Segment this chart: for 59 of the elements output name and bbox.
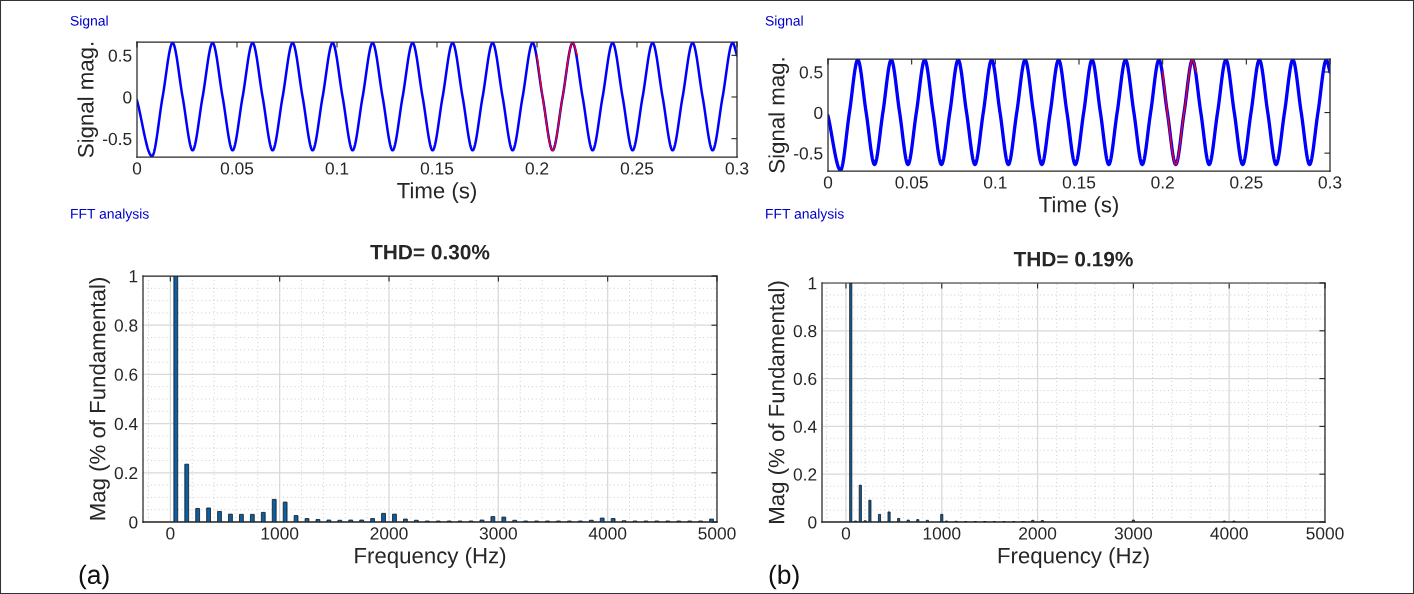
- x-tick-label: 0: [841, 527, 851, 540]
- x-tick-label: 2000: [370, 527, 408, 540]
- y-tick-label: 0: [123, 91, 132, 104]
- y-tick-label: 0.2: [114, 466, 138, 480]
- x-tick-label: 0.05: [895, 176, 928, 189]
- chart-title: Signal: [765, 15, 803, 29]
- x-tick-label: 0.2: [525, 162, 549, 175]
- x-tick-label: 0.15: [420, 162, 454, 175]
- x-tick-label: 0.1: [983, 176, 1007, 189]
- y-tick-label: 1: [129, 270, 138, 283]
- y-tick-label: 0.8: [114, 319, 138, 332]
- x-axis-title: Time (s): [1039, 196, 1118, 217]
- x-tick-label: 5000: [698, 527, 736, 540]
- x-tick-label: 0.1: [325, 162, 349, 175]
- x-axis-title: Frequency (Hz): [998, 547, 1149, 568]
- x-tick-label: 0.2: [1151, 176, 1174, 189]
- chart-title: Signal: [70, 15, 108, 29]
- text: (a): [79, 564, 109, 590]
- x-tick-label: 0: [166, 527, 175, 540]
- x-tick-label: 5000: [1306, 527, 1344, 540]
- x-tick-label: 0.15: [1062, 176, 1096, 189]
- text: (b): [769, 564, 799, 590]
- y-axis-title: Mag (% of Fundamental): [768, 281, 789, 523]
- y-tick-label: -0.5: [794, 147, 823, 160]
- x-axis-title: Frequency (Hz): [355, 547, 506, 568]
- chart-title: THD= 0.30%: [370, 244, 490, 260]
- y-tick-label: -0.5: [103, 132, 132, 146]
- y-tick-label: 0.4: [114, 417, 138, 431]
- y-tick-label: 0: [129, 516, 138, 529]
- y-tick-label: 0.5: [108, 49, 132, 62]
- x-tick-label: 0.3: [1318, 176, 1342, 189]
- y-tick-label: 0.6: [114, 368, 138, 381]
- x-tick-label: 3000: [479, 527, 517, 540]
- x-tick-label: 0.05: [220, 162, 254, 175]
- x-tick-label: 0.25: [1230, 176, 1263, 189]
- chart-title: THD= 0.19%: [1013, 251, 1133, 267]
- y-tick-label: 0.8: [793, 324, 817, 338]
- y-tick-label: 0.5: [799, 66, 823, 79]
- x-tick-label: 2000: [1019, 527, 1057, 540]
- y-axis-title: Signal mag.: [77, 42, 99, 158]
- y-tick-label: 1: [808, 277, 817, 290]
- y-tick-label: 0: [814, 106, 823, 120]
- y-tick-label: 0.4: [793, 420, 817, 433]
- y-axis-title: Signal mag.: [768, 58, 790, 173]
- y-tick-label: 0: [808, 516, 817, 529]
- x-tick-label: 1000: [923, 527, 961, 540]
- y-tick-label: 0.6: [793, 372, 817, 386]
- x-tick-label: 0.3: [725, 162, 749, 175]
- x-tick-label: 0: [823, 176, 833, 189]
- y-tick-label: 0.2: [793, 468, 817, 481]
- chart-subtitle: FFT analysis: [71, 208, 149, 222]
- y-axis-title: Mag (% of Fundamental): [89, 278, 110, 520]
- x-axis-title: Time (s): [397, 182, 476, 203]
- x-tick-label: 0.25: [620, 162, 654, 175]
- x-tick-label: 3000: [1114, 527, 1153, 540]
- x-tick-label: 1000: [261, 527, 299, 540]
- x-tick-label: 4000: [1210, 527, 1248, 540]
- x-tick-label: 4000: [588, 527, 627, 540]
- chart-subtitle: FFT analysis: [766, 208, 844, 222]
